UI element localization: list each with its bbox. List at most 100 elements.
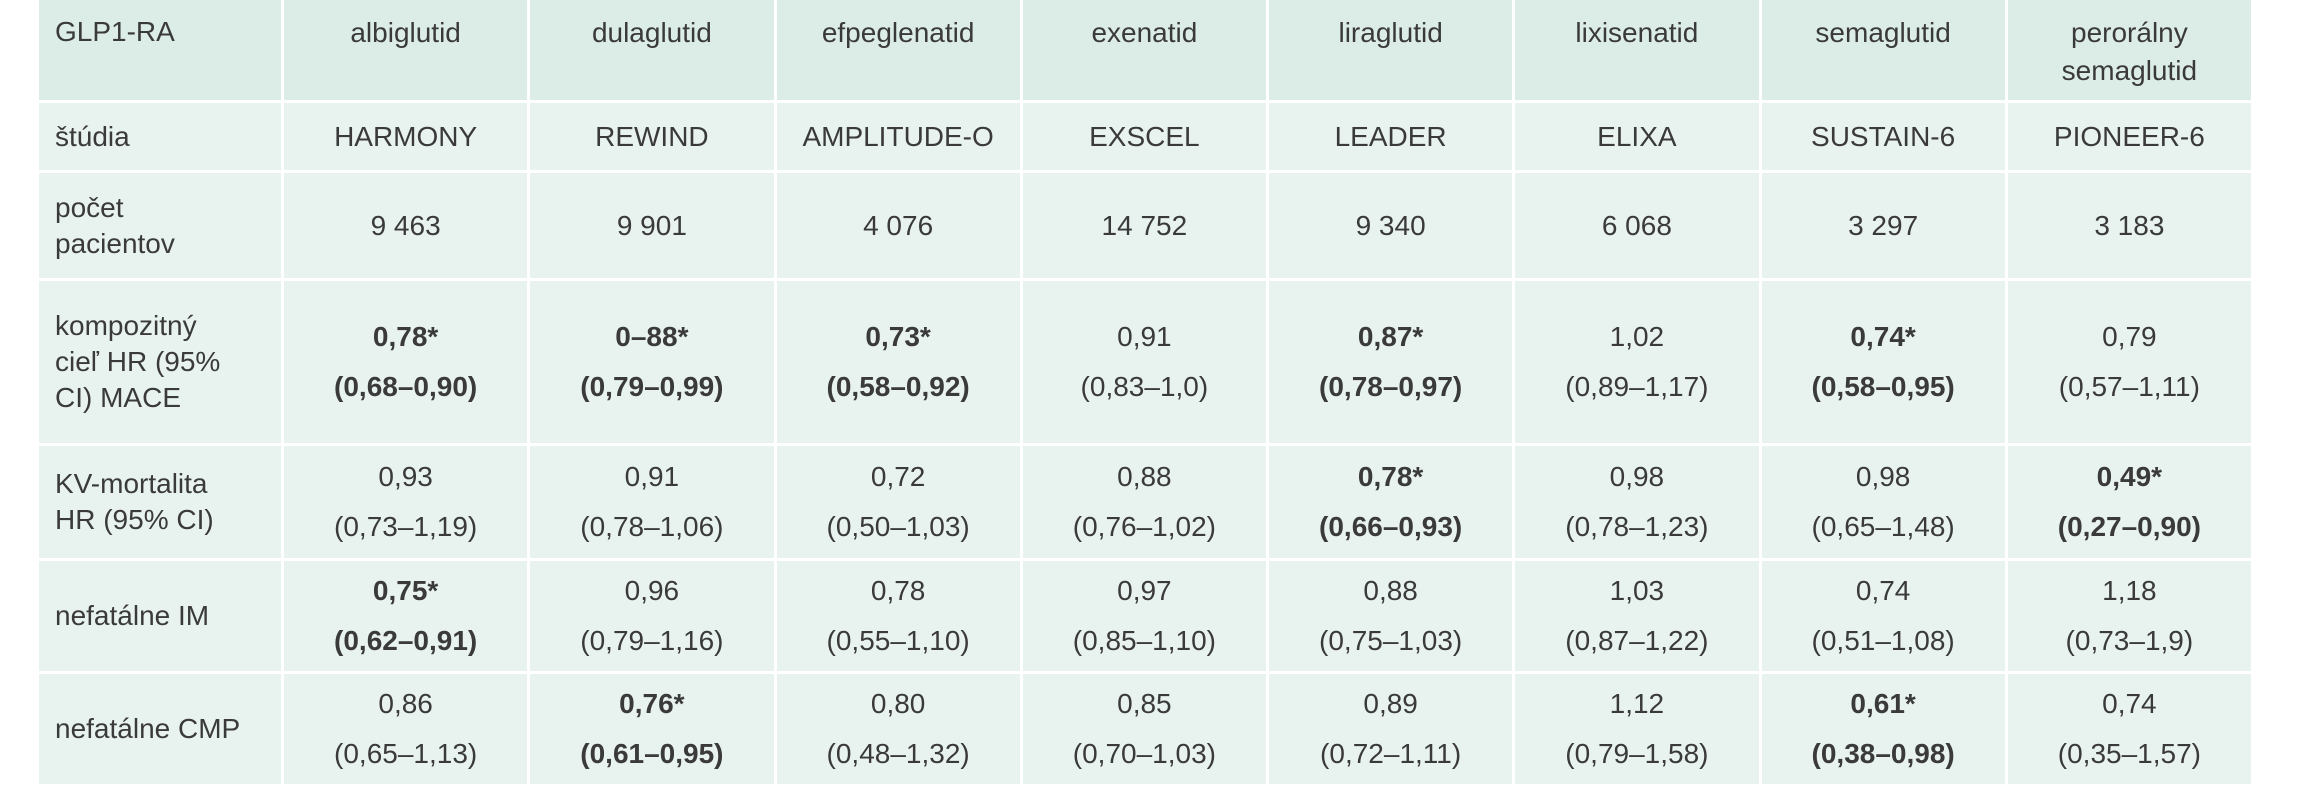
patients-cell: 9 340 [1269, 173, 1513, 281]
hr-cell: 0,98 (0,78–1,23) [1515, 446, 1759, 561]
patients-label: počet pacientov [39, 173, 281, 281]
hr-cell: 1,02 (0,89–1,17) [1515, 281, 1759, 446]
patients-cell: 9 901 [530, 173, 774, 281]
hr-confidence-interval: (0,78–1,23) [1565, 511, 1709, 542]
patients-cell: 4 076 [776, 173, 1020, 281]
hr-confidence-interval: (0,65–1,13) [334, 738, 478, 769]
hr-cell: 0,86 (0,65–1,13) [284, 674, 528, 787]
hr-confidence-interval: (0,73–1,9) [2065, 625, 2194, 656]
hr-cell: 0,93 (0,73–1,19) [284, 446, 528, 561]
hr-cell: 1,18 (0,73–1,9) [2007, 561, 2251, 674]
hr-confidence-interval: (0,79–1,16) [580, 625, 724, 656]
hr-value: 0,78* [372, 321, 439, 352]
hr-value: 0,78* [1357, 461, 1424, 492]
header-drug-exenatid: exenatid [1022, 0, 1266, 103]
hr-cell: 1,03 (0,87–1,22) [1515, 561, 1759, 674]
hr-confidence-interval: (0,65–1,48) [1811, 511, 1955, 542]
hr-confidence-interval: (0,35–1,57) [2057, 738, 2201, 769]
patients-cell: 6 068 [1515, 173, 1759, 281]
patients-cell: 3 297 [1761, 173, 2005, 281]
study-cell: ELIXA [1515, 103, 1759, 173]
hr-value: 0,88 [1363, 575, 1418, 606]
hr-confidence-interval: (0,78–1,06) [580, 511, 724, 542]
hr-confidence-interval: (0,38–0,98) [1811, 738, 1955, 769]
study-cell: LEADER [1269, 103, 1513, 173]
row-label: nefatálne CMP [39, 674, 281, 787]
hr-cell: 0,61* (0,38–0,98) [1761, 674, 2005, 787]
hr-confidence-interval: (0,48–1,32) [826, 738, 970, 769]
hr-cell: 0,79 (0,57–1,11) [2007, 281, 2251, 446]
hr-value: 1,03 [1609, 575, 1665, 606]
hr-cell: 0,75* (0,62–0,91) [284, 561, 528, 674]
patients-cell: 14 752 [1022, 173, 1266, 281]
hr-value: 0,74 [2102, 688, 2157, 719]
row-label-text: kompozitný cieľ HR (95% CI) MACE [55, 310, 221, 413]
hr-cell: 0,97 (0,85–1,10) [1022, 561, 1266, 674]
hr-value: 0,87* [1357, 321, 1424, 352]
hr-value: 0,79 [2102, 321, 2157, 352]
header-drug-semaglutid: semaglutid [1761, 0, 2005, 103]
study-cell: PIONEER-6 [2007, 103, 2251, 173]
hr-cell: 0,74 (0,51–1,08) [1761, 561, 2005, 674]
hr-cell: 1,12 (0,79–1,58) [1515, 674, 1759, 787]
studies-label: štúdia [39, 103, 281, 173]
hr-confidence-interval: (0,79–1,58) [1565, 738, 1709, 769]
hr-cell: 0,78 (0,55–1,10) [776, 561, 1020, 674]
row-label-text: nefatálne CMP [55, 713, 241, 744]
nonfatal-stroke-row: nefatálne CMP 0,86 (0,65–1,13) 0,76* (0,61–0… [39, 674, 2251, 787]
hr-cell: 0,49* (0,27–0,90) [2007, 446, 2251, 561]
row-label-text: KV-mortalita HR (95% CI) [55, 468, 214, 535]
study-cell: EXSCEL [1022, 103, 1266, 173]
hr-confidence-interval: (0,68–0,90) [334, 371, 478, 402]
patients-label-text: počet pacientov [55, 191, 175, 259]
hr-value: 0,98 [1855, 461, 1911, 492]
hr-confidence-interval: (0,50–1,03) [826, 511, 970, 542]
hr-value: 1,18 [2102, 575, 2157, 606]
hr-cell: 0,88 (0,76–1,02) [1022, 446, 1266, 561]
hr-confidence-interval: (0,72–1,11) [1320, 738, 1462, 769]
hr-confidence-interval: (0,79–0,99) [580, 371, 724, 402]
patients-row: počet pacientov 9 463 9 901 4 076 14 752… [39, 173, 2251, 281]
hr-cell: 0,91 (0,78–1,06) [530, 446, 774, 561]
hr-value: 0,98 [1609, 461, 1665, 492]
hr-confidence-interval: (0,66–0,93) [1319, 511, 1463, 542]
hr-cell: 0,85 (0,70–1,03) [1022, 674, 1266, 787]
hr-value: 0,73* [865, 321, 931, 352]
hr-value: 0,89 [1363, 688, 1418, 719]
hr-cell: 0,91 (0,83–1,0) [1022, 281, 1266, 446]
hr-confidence-interval: (0,58–0,92) [826, 371, 970, 402]
hr-confidence-interval: (0,85–1,10) [1072, 625, 1216, 656]
header-drug-albiglutid: albiglutid [284, 0, 528, 103]
hr-confidence-interval: (0,55–1,10) [826, 625, 970, 656]
hr-cell: 0–88* (0,79–0,99) [530, 281, 774, 446]
hr-value: 0,74 [1855, 575, 1911, 606]
kv-mortality-row: KV-mortalita HR (95% CI) 0,93 (0,73–1,19) 0… [39, 446, 2251, 561]
study-cell: HARMONY [284, 103, 528, 173]
header-drug-dulaglutid: dulaglutid [530, 0, 774, 103]
hr-confidence-interval: (0,89–1,17) [1565, 371, 1709, 402]
header-drug-peroral-semaglutid: perorálny semaglutid [2007, 0, 2251, 103]
hr-value: 0,91 [624, 461, 680, 492]
hr-cell: 0,87* (0,78–0,97) [1269, 281, 1513, 446]
studies-row: štúdia HARMONY REWIND AMPLITUDE-O EXSCEL… [39, 103, 2251, 173]
hr-cell: 0,74* (0,58–0,95) [1761, 281, 2005, 446]
patients-cell: 9 463 [284, 173, 528, 281]
hr-confidence-interval: (0,73–1,19) [334, 511, 478, 542]
hr-value: 0,75* [372, 575, 439, 606]
hr-cell: 0,78* (0,68–0,90) [284, 281, 528, 446]
hr-confidence-interval: (0,58–0,95) [1811, 371, 1955, 402]
hr-cell: 0,89 (0,72–1,11) [1269, 674, 1513, 787]
hr-value: 0,88 [1117, 461, 1172, 492]
hr-value: 0,91 [1117, 321, 1172, 352]
hr-confidence-interval: (0,76–1,02) [1072, 511, 1216, 542]
row-label: kompozitný cieľ HR (95% CI) MACE [39, 281, 281, 446]
hr-cell: 0,78* (0,66–0,93) [1269, 446, 1513, 561]
study-cell: REWIND [530, 103, 774, 173]
hr-value: 0,61* [1850, 688, 1916, 719]
hr-confidence-interval: (0,75–1,03) [1319, 625, 1463, 656]
patients-cell: 3 183 [2007, 173, 2251, 281]
hr-value: 0,80 [870, 688, 926, 719]
hr-confidence-interval: (0,57–1,11) [2058, 371, 2200, 402]
header-drug-lixisenatid: lixisenatid [1515, 0, 1759, 103]
glp1-ra-outcomes-table: GLP1-RA albiglutid dulaglutid efpeglenat… [36, 0, 2254, 787]
